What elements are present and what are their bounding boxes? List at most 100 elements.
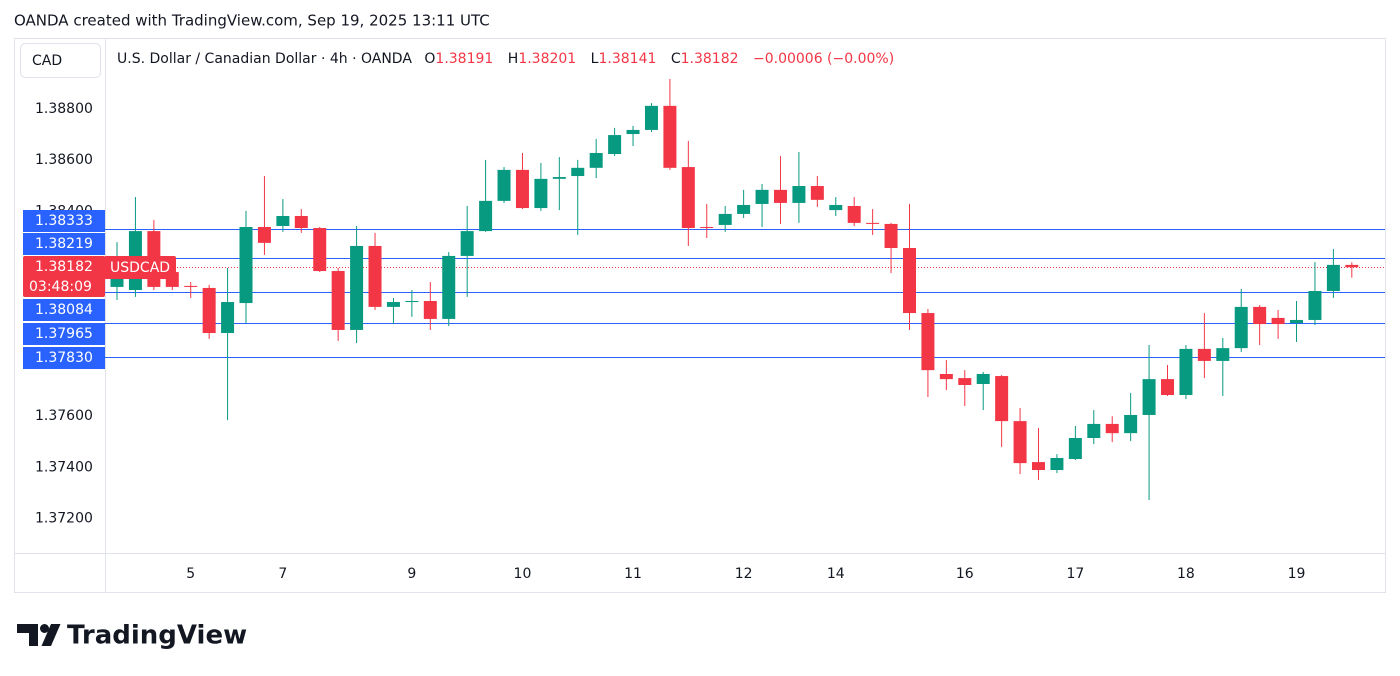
candle-body: [331, 271, 345, 330]
currency-button-label[interactable]: CAD: [32, 53, 62, 69]
candle-body: [995, 376, 1009, 422]
y-tick-label: 1.37200: [35, 511, 93, 527]
candle-body: [681, 167, 695, 229]
candle-body: [626, 129, 640, 135]
candle-body: [755, 189, 769, 204]
x-tick-label: 18: [1177, 566, 1195, 582]
x-tick-label: 10: [514, 566, 532, 582]
candle-body: [663, 105, 677, 168]
candle-body: [921, 313, 935, 371]
candle-body: [479, 200, 493, 232]
logo-mark: [17, 624, 38, 646]
x-tick-label: 9: [407, 566, 416, 582]
candle-body: [1050, 457, 1064, 471]
candle-body: [1124, 414, 1138, 434]
candle-body: [552, 177, 566, 179]
ohlc-key: O: [424, 51, 435, 67]
ohlc-key: L: [591, 51, 599, 67]
candle-body: [1326, 264, 1340, 292]
price-line-tag: [23, 210, 105, 232]
candle-body: [1197, 348, 1211, 361]
x-tick-label: 19: [1288, 566, 1306, 582]
symbol-label: USDCAD: [110, 260, 170, 276]
candle-body: [1013, 421, 1027, 464]
candle-body: [847, 205, 861, 223]
candle-body: [1105, 423, 1119, 434]
x-tick-label: 5: [186, 566, 195, 582]
logo-text: TradingView: [67, 621, 247, 651]
x-tick-label: 7: [278, 566, 287, 582]
ohlc-key: H: [508, 51, 519, 67]
candle-body: [1216, 348, 1230, 361]
candle-body: [792, 186, 806, 203]
price-line-tag: [23, 323, 105, 345]
candle-body: [1032, 462, 1045, 471]
price-line-label: 1.38084: [35, 302, 93, 318]
candle-body: [1087, 423, 1101, 439]
y-tick-label: 1.37400: [35, 459, 93, 475]
candle-body: [386, 302, 400, 307]
candle-body: [1271, 317, 1285, 325]
y-tick-label: 1.38600: [35, 152, 93, 168]
last-price-tag: [23, 256, 105, 297]
candle-body: [276, 215, 290, 226]
candle-body: [829, 204, 843, 211]
ohlc-value: 1.38182: [681, 51, 739, 67]
price-line-tag: [23, 233, 105, 255]
logo-mark: [41, 624, 61, 646]
candle-body: [810, 186, 824, 200]
price-line-label: 1.37830: [35, 350, 93, 366]
chart-frame: [14, 38, 1386, 593]
currency-button[interactable]: [20, 43, 101, 78]
price-line-tag: [23, 347, 105, 369]
x-tick-label: 11: [624, 566, 642, 582]
symbol-tag: [104, 256, 176, 279]
candle-body: [1290, 319, 1304, 324]
candle-body: [608, 135, 622, 155]
price-line-label: 1.38219: [35, 236, 93, 252]
x-tick-label: 16: [956, 566, 974, 582]
candle-body: [884, 223, 898, 248]
y-tick-label: 1.38800: [35, 101, 93, 117]
ohlc-value: 1.38141: [598, 51, 656, 67]
candle-body: [497, 169, 511, 201]
attribution: OANDA created with TradingView.com, Sep …: [14, 12, 490, 30]
candle-body: [571, 167, 585, 177]
x-tick-label: 17: [1066, 566, 1084, 582]
plot-area: [105, 78, 1385, 500]
candle-body: [239, 226, 253, 304]
ohlc-value: 1.38201: [518, 51, 576, 67]
candle-body: [1253, 306, 1267, 325]
candle-body: [313, 228, 327, 272]
candle-body: [1068, 438, 1082, 460]
change: −0.00006 (−0.00%): [753, 51, 894, 67]
candle-body: [1179, 348, 1193, 395]
candle-body: [294, 215, 308, 229]
price-line-tag: [23, 299, 105, 321]
price-line-label: 1.37965: [35, 326, 93, 342]
candle-body: [515, 169, 529, 209]
ohlc-value: 1.38191: [435, 51, 493, 67]
candle-body: [1161, 379, 1175, 395]
x-tick-label: 14: [827, 566, 845, 582]
logo: TradingView: [17, 621, 247, 651]
candle-body: [1142, 379, 1156, 415]
candle-body: [939, 373, 953, 380]
candle-body: [737, 204, 751, 214]
candle-body: [442, 255, 456, 319]
candle-body: [1345, 264, 1359, 268]
candle-body: [1308, 291, 1322, 320]
candle-body: [589, 152, 603, 168]
candle-body: [1234, 306, 1248, 349]
candle-body: [773, 189, 787, 203]
candle-body: [368, 245, 382, 307]
candle-body: [700, 226, 714, 229]
candle-body: [976, 373, 990, 384]
candle-body: [184, 285, 198, 287]
candle-body: [866, 222, 880, 224]
candle-body: [221, 302, 235, 334]
price-labels: 1.38333 1.38219 1.38084 1.37965 1.37830 1.381…: [23, 210, 176, 369]
last-price-label: 1.38182: [35, 259, 93, 275]
